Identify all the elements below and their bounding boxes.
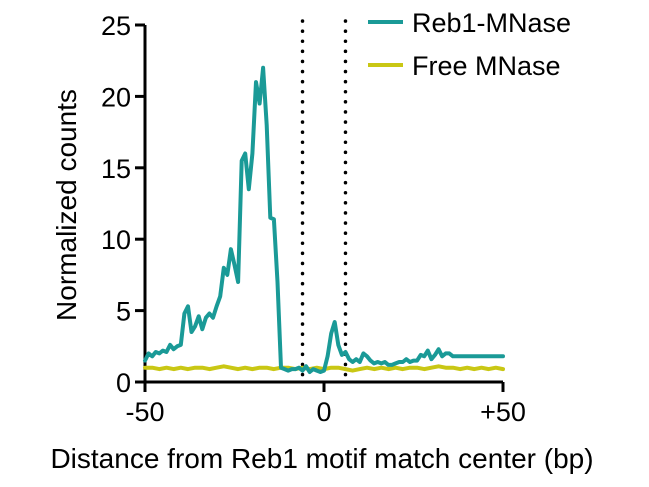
- legend-label-reb1: Reb1-MNase: [412, 8, 571, 38]
- y-tick-label: 25: [101, 11, 131, 41]
- x-tick-label: +50: [480, 397, 526, 427]
- reference-lines: [300, 19, 348, 384]
- legend-item-reb1: Reb1-MNase: [368, 8, 571, 38]
- series-layer: [143, 65, 505, 374]
- y-tick-label: 5: [116, 297, 131, 327]
- y-tick-label: 0: [116, 368, 131, 398]
- legend: Reb1-MNase Free MNase: [368, 8, 571, 81]
- x-tick-label: 0: [316, 397, 331, 427]
- y-axis-title: Normalized counts: [51, 89, 82, 321]
- y-tick-label: 20: [101, 82, 131, 112]
- y-tick-label: 10: [101, 225, 131, 255]
- y-tick-label: 15: [101, 154, 131, 184]
- legend-item-free: Free MNase: [368, 51, 561, 81]
- x-tick-label: -50: [125, 397, 164, 427]
- legend-label-free: Free MNase: [412, 51, 561, 81]
- series-line-reb1-mnase: [143, 65, 505, 374]
- x-axis-title: Distance from Reb1 motif match center (b…: [50, 443, 593, 474]
